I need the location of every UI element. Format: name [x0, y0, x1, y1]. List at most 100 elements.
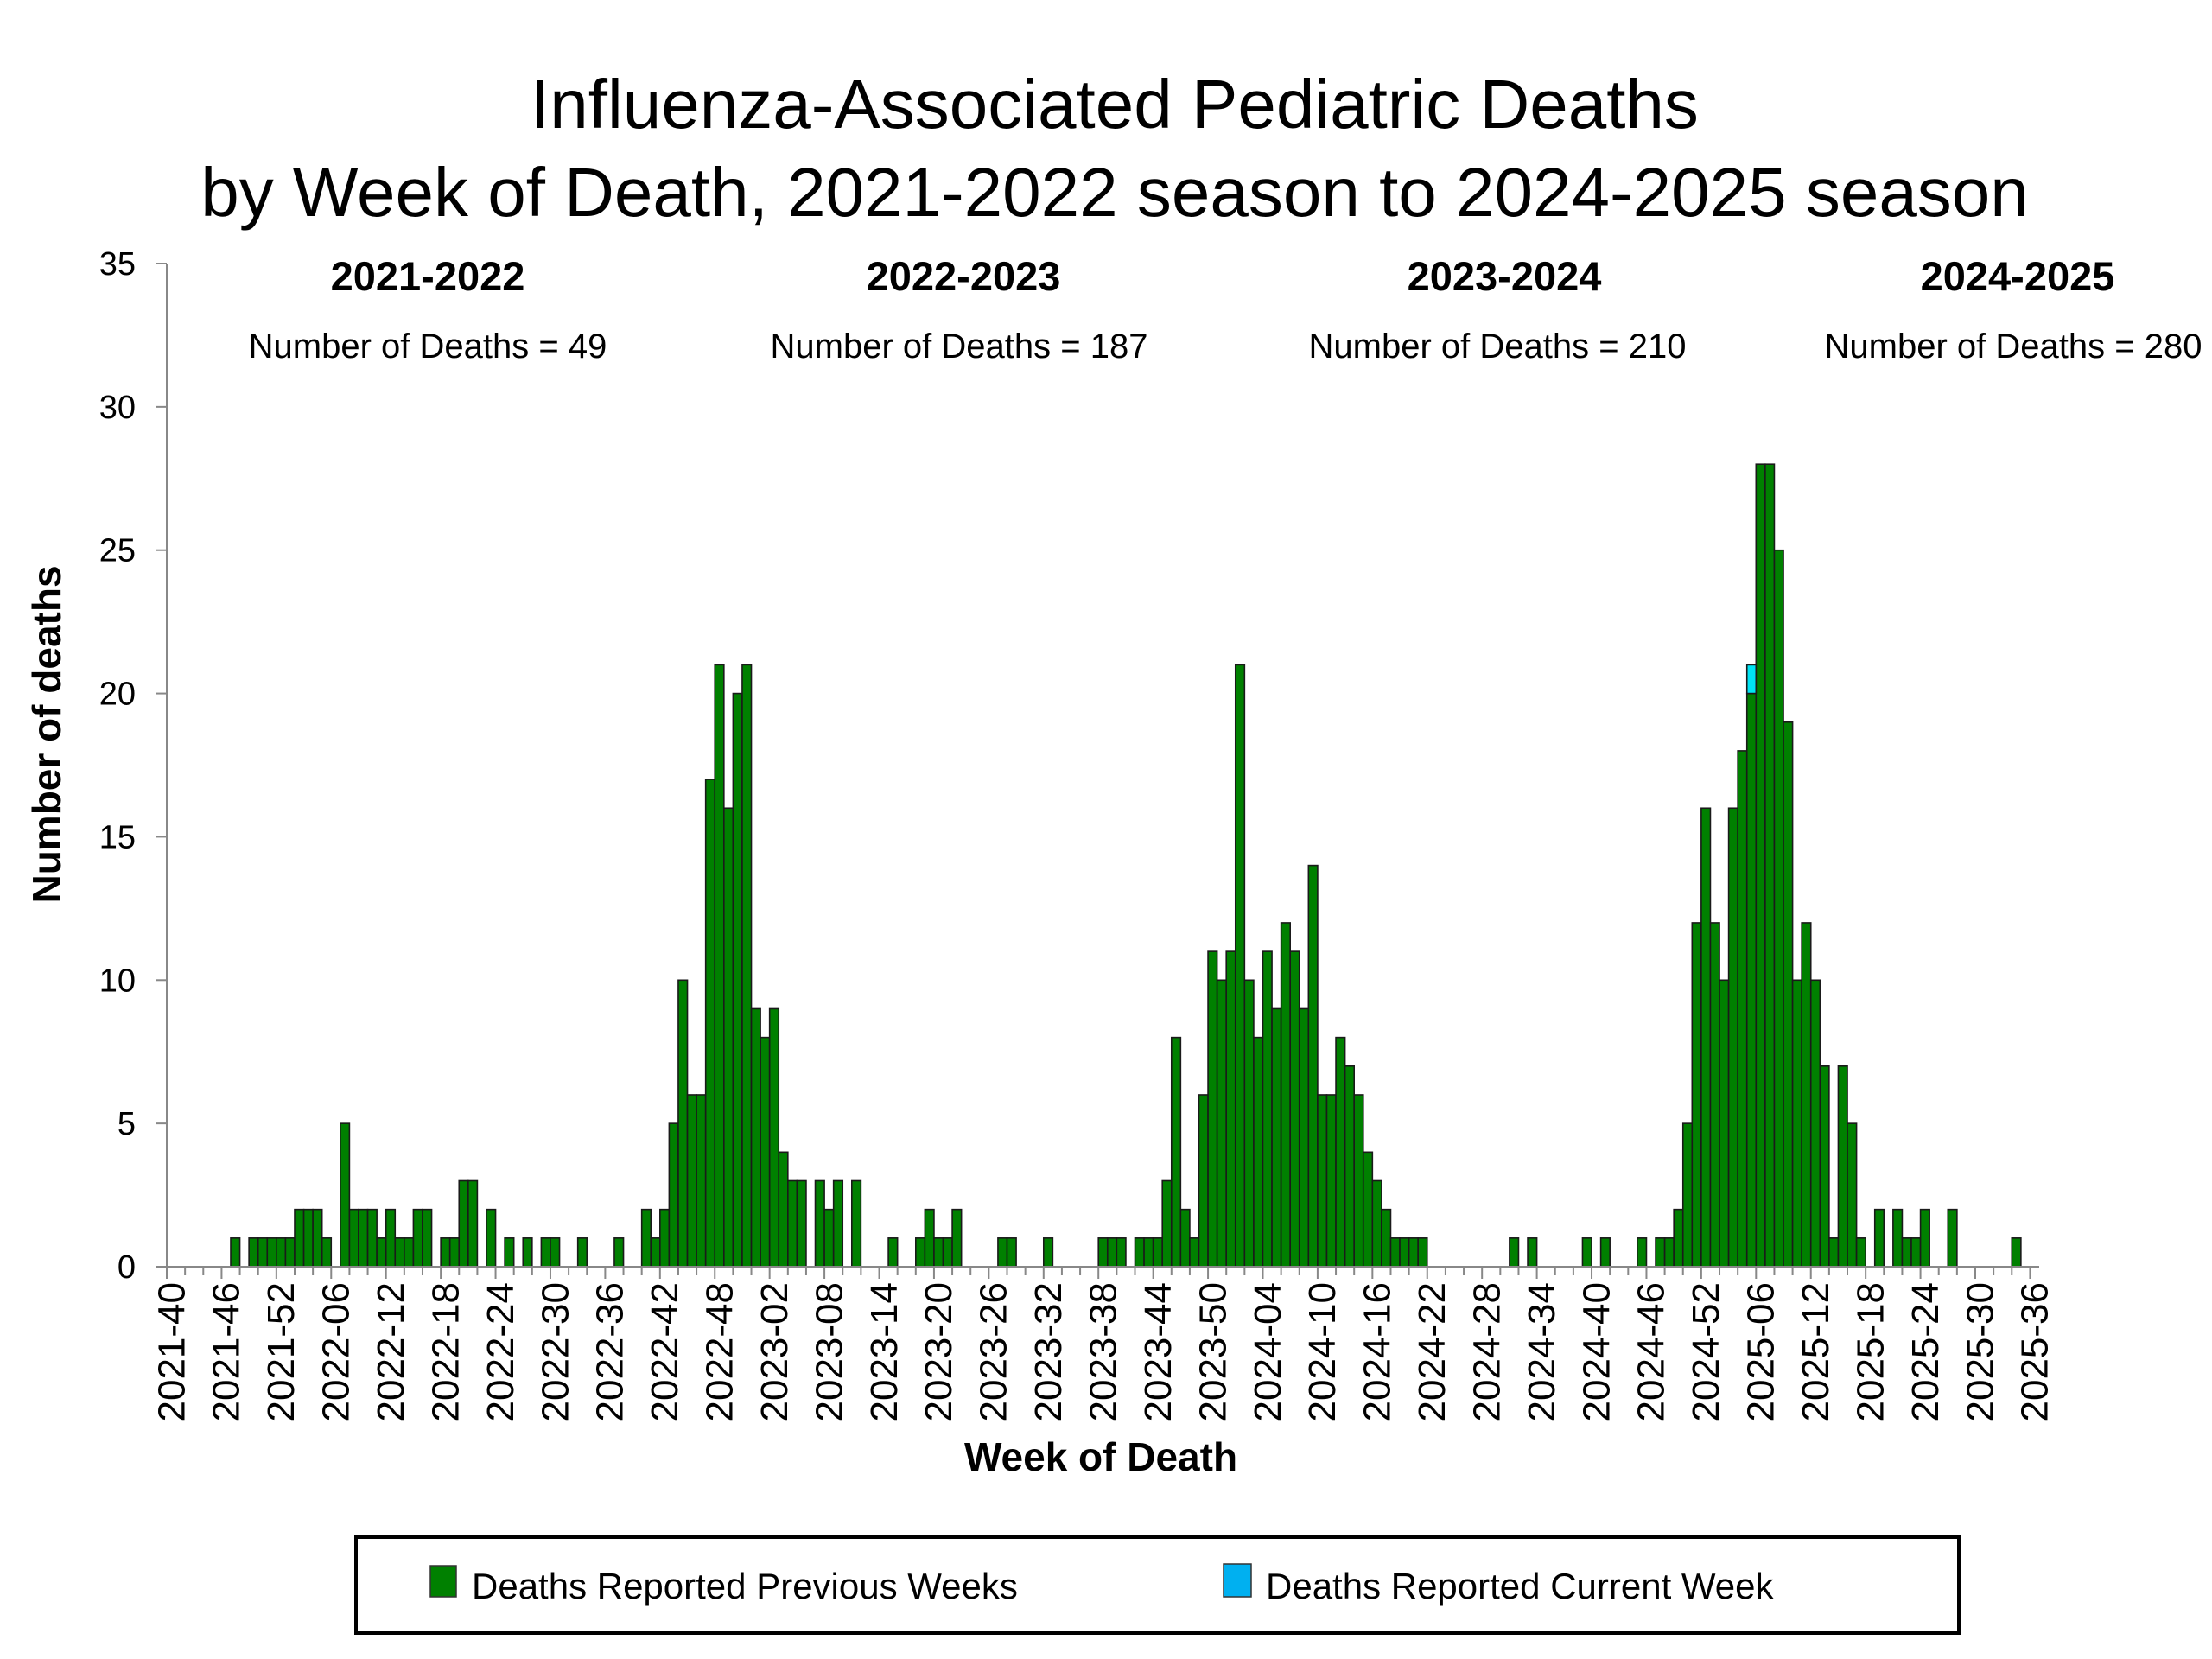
bar-previous-2021-49 [248, 1237, 259, 1268]
bar-previous-2025-34 [2011, 1237, 2022, 1268]
bar-previous-2025-14 [1828, 1237, 1840, 1268]
bar-previous-2024-13 [1344, 1065, 1355, 1268]
bar-previous-2024-05 [1271, 1007, 1282, 1268]
bar-previous-2021-52 [276, 1237, 287, 1268]
bar-previous-2025-09 [1783, 721, 1794, 1268]
bar-previous-2024-07 [1289, 950, 1300, 1268]
legend-label-previous-weeks: Deaths Reported Previous Weeks [472, 1566, 1018, 1606]
y-tick-label: 20 [99, 677, 136, 713]
x-tick-label: 2025-36 [2014, 1282, 2056, 1421]
bar-previous-2022-07 [340, 1122, 351, 1268]
x-tick-label: 2025-30 [1959, 1282, 2001, 1421]
y-tick-label: 10 [99, 963, 136, 999]
bar-previous-2024-47 [1655, 1237, 1666, 1268]
bar-previous-2024-41 [1599, 1237, 1611, 1268]
bar-previous-2023-03 [778, 1151, 789, 1268]
x-tick-label: 2023-08 [808, 1282, 850, 1421]
bar-previous-2022-09 [358, 1208, 369, 1268]
x-tick-label: 2022-18 [424, 1282, 467, 1421]
x-tick-label: 2025-18 [1849, 1282, 1891, 1421]
bar-previous-2022-44 [677, 979, 689, 1268]
bar-previous-2022-10 [366, 1208, 378, 1268]
bar-previous-2022-27 [522, 1237, 533, 1268]
x-tick-label: 2023-20 [918, 1282, 960, 1421]
x-tick-label: 2022-12 [370, 1282, 412, 1421]
bar-previous-2023-11 [851, 1179, 862, 1268]
x-tick-label: 2023-26 [973, 1282, 1015, 1421]
bar-previous-2023-50 [1207, 950, 1218, 1268]
x-tick-label: 2022-48 [699, 1282, 741, 1421]
x-tick-label: 2021-40 [150, 1282, 193, 1421]
bar-previous-2025-06 [1755, 463, 1766, 1268]
x-tick-label: 2021-46 [206, 1282, 248, 1421]
bar-previous-2024-02 [1243, 979, 1255, 1268]
bar-previous-2023-18 [915, 1237, 926, 1268]
bar-previous-2024-06 [1280, 922, 1292, 1268]
bar-previous-2024-31 [1509, 1237, 1520, 1268]
bar-previous-2024-10 [1317, 1094, 1328, 1268]
bar-previous-2025-10 [1791, 979, 1802, 1268]
y-tick-label: 5 [118, 1106, 136, 1142]
bar-previous-2022-47 [704, 779, 716, 1268]
bar-previous-2022-51 [741, 664, 753, 1268]
bar-previous-2023-48 [1189, 1237, 1200, 1268]
x-tick-label: 2022-36 [589, 1282, 632, 1421]
x-axis-title: Week of Death [964, 1434, 1237, 1479]
bar-previous-2024-50 [1681, 1122, 1694, 1268]
bar-previous-2025-08 [1773, 549, 1784, 1268]
bar-previous-2022-33 [576, 1237, 588, 1268]
y-axis-title: Number of deaths [24, 565, 69, 903]
x-tick-label: 2022-42 [644, 1282, 686, 1421]
bar-previous-2023-40 [1116, 1237, 1127, 1268]
bar-previous-2024-01 [1234, 664, 1246, 1268]
bar-previous-2023-04 [787, 1179, 798, 1268]
bar-previous-2022-21 [467, 1179, 479, 1268]
bar-previous-2025-19 [1873, 1208, 1885, 1268]
bar-previous-2022-03 [302, 1208, 314, 1268]
bar-previous-2025-04 [1737, 750, 1748, 1268]
bar-previous-2022-11 [376, 1237, 387, 1268]
bar-previous-2022-52 [750, 1007, 761, 1268]
bar-previous-2023-28 [1006, 1237, 1017, 1268]
bar-previous-2022-29 [540, 1237, 551, 1268]
bar-current-2025-05 [1745, 664, 1758, 695]
bar-previous-2024-51 [1691, 922, 1702, 1268]
bar-previous-2025-21 [1892, 1208, 1904, 1268]
bar-previous-2025-22 [1901, 1237, 1912, 1268]
x-tick-label: 2024-22 [1411, 1282, 1453, 1421]
bar-previous-2022-46 [696, 1094, 707, 1268]
legend-label-current-week: Deaths Reported Current Week [1266, 1566, 1775, 1606]
bar-previous-2024-39 [1581, 1237, 1592, 1268]
bar-previous-2025-15 [1837, 1065, 1848, 1268]
y-tick-label: 35 [99, 246, 136, 283]
bar-previous-2022-05 [321, 1237, 333, 1268]
bar-previous-2023-08 [823, 1208, 835, 1268]
bar-previous-2023-42 [1134, 1237, 1145, 1268]
x-tick-label: 2025-24 [1904, 1282, 1947, 1421]
bar-previous-2023-01 [760, 1036, 771, 1268]
bar-previous-2022-13 [394, 1237, 405, 1268]
legend-swatch-previous-weeks [429, 1565, 457, 1598]
bar-previous-2023-49 [1198, 1094, 1209, 1268]
bar-previous-2023-39 [1106, 1237, 1118, 1268]
bar-previous-2023-45 [1161, 1179, 1173, 1268]
bar-previous-2024-20 [1408, 1237, 1419, 1268]
x-tick-label: 2023-44 [1137, 1282, 1179, 1421]
bar-previous-2025-02 [1719, 979, 1730, 1268]
bar-previous-2024-52 [1700, 807, 1712, 1268]
bar-previous-2024-33 [1527, 1237, 1538, 1268]
x-tick-label: 2024-46 [1630, 1282, 1673, 1421]
bar-previous-2023-32 [1042, 1237, 1054, 1268]
bar-previous-2023-52 [1225, 950, 1236, 1268]
bar-previous-2023-09 [832, 1179, 844, 1268]
x-tick-label: 2021-52 [260, 1282, 302, 1421]
bar-previous-2022-23 [486, 1208, 497, 1268]
x-tick-label: 2024-34 [1521, 1282, 1563, 1421]
bar-previous-2023-20 [933, 1237, 944, 1268]
bar-previous-2022-37 [613, 1237, 625, 1268]
bar-previous-2024-19 [1399, 1237, 1410, 1268]
bar-previous-2025-03 [1727, 807, 1738, 1268]
x-tick-label: 2024-40 [1575, 1282, 1618, 1421]
bar-previous-2022-20 [458, 1179, 469, 1268]
